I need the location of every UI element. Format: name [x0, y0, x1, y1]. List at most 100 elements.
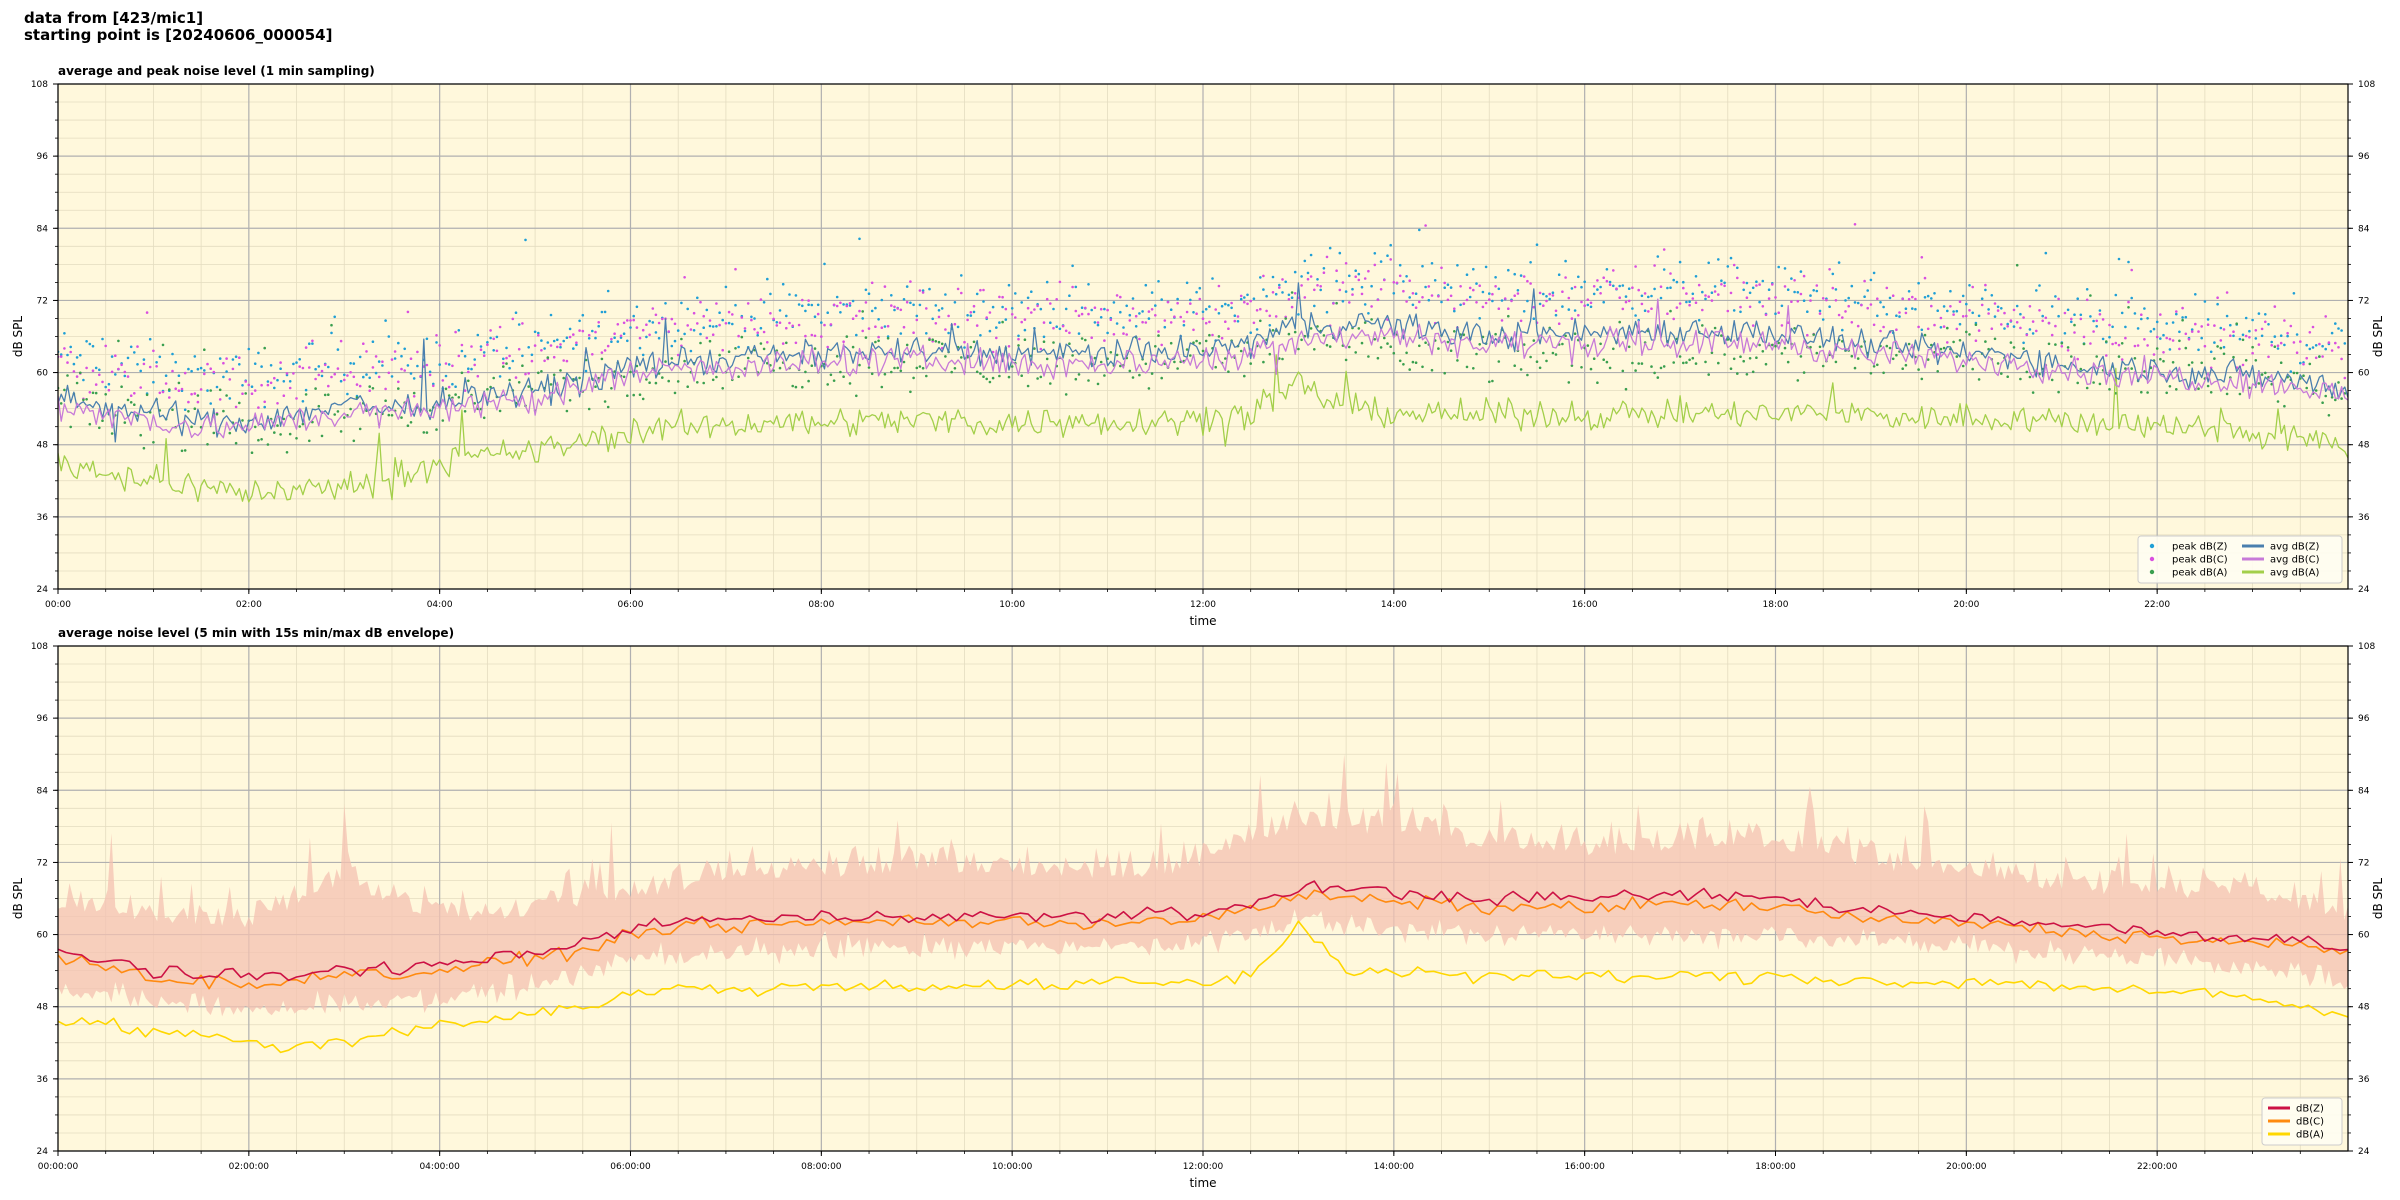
- peak-point: [1774, 312, 1777, 316]
- peak-point: [2219, 339, 2223, 342]
- peak-point: [921, 366, 925, 370]
- peak-point: [807, 303, 810, 307]
- peak-point: [549, 344, 553, 347]
- peak-point: [158, 391, 162, 395]
- peak-point: [1535, 360, 1539, 364]
- peak-point: [269, 381, 273, 385]
- peak-point: [171, 408, 174, 412]
- peak-point: [1831, 272, 1835, 276]
- peak-point: [2222, 345, 2226, 349]
- peak-point: [1233, 314, 1237, 318]
- peak-point: [1885, 344, 1889, 348]
- peak-point: [117, 339, 120, 343]
- peak-point: [1195, 290, 1198, 294]
- peak-point: [899, 308, 903, 312]
- peak-point: [1723, 353, 1726, 356]
- peak-point: [1039, 375, 1043, 379]
- peak-point: [2299, 361, 2302, 365]
- peak-point: [308, 439, 311, 443]
- peak-point: [562, 339, 565, 343]
- peak-point: [2229, 323, 2232, 327]
- peak-point: [88, 422, 92, 426]
- peak-point: [1720, 283, 1723, 286]
- peak-point: [2031, 320, 2035, 323]
- peak-point: [298, 358, 302, 361]
- peak-point: [120, 385, 123, 389]
- peak-point: [1169, 321, 1173, 324]
- peak-point: [177, 381, 181, 385]
- y-tick-label-left: 24: [37, 585, 49, 595]
- peak-point: [2066, 346, 2070, 349]
- peak-point: [1933, 292, 1936, 295]
- peak-point: [393, 357, 397, 360]
- peak-point: [152, 380, 155, 384]
- peak-point: [403, 369, 407, 372]
- peak-point: [603, 400, 607, 403]
- peak-point: [1134, 314, 1138, 318]
- peak-point: [1761, 305, 1765, 308]
- peak-point: [1363, 303, 1367, 306]
- peak-point: [263, 405, 267, 409]
- peak-point: [1020, 301, 1023, 304]
- peak-point: [2327, 341, 2331, 344]
- peak-point: [463, 389, 467, 392]
- peak-point: [546, 341, 550, 344]
- peak-point: [498, 375, 502, 378]
- peak-point: [661, 317, 664, 321]
- peak-point: [676, 329, 680, 332]
- peak-point: [1141, 310, 1144, 313]
- peak-point: [1453, 309, 1456, 313]
- peak-point: [635, 305, 639, 309]
- peak-point: [2085, 386, 2089, 390]
- peak-point: [1685, 300, 1688, 304]
- peak-point: [1704, 294, 1707, 297]
- peak-point: [1557, 273, 1561, 277]
- peak-point: [1577, 275, 1580, 279]
- peak-point: [1742, 288, 1745, 292]
- peak-point: [562, 376, 565, 380]
- peak-point: [1128, 319, 1132, 322]
- peak-point: [648, 319, 651, 323]
- peak-point: [835, 355, 839, 358]
- peak-point: [2254, 359, 2258, 362]
- peak-point: [1061, 324, 1065, 328]
- peak-point: [2162, 359, 2165, 363]
- peak-point: [832, 303, 836, 307]
- peak-point: [1522, 275, 1526, 278]
- peak-point: [1446, 340, 1450, 344]
- peak-point: [1208, 305, 1211, 308]
- peak-point: [2337, 346, 2340, 349]
- peak-point: [228, 378, 232, 381]
- peak-point: [1154, 345, 1157, 348]
- peak-point: [715, 302, 718, 305]
- peak-point: [1732, 309, 1736, 312]
- peak-point: [2070, 320, 2073, 324]
- peak-point: [266, 383, 270, 387]
- peak-point: [2006, 322, 2009, 326]
- peak-point: [1599, 342, 1602, 346]
- peak-point: [85, 366, 88, 370]
- peak-point: [196, 400, 200, 404]
- peak-point: [476, 374, 480, 378]
- peak-point: [1074, 377, 1078, 381]
- peak-point: [91, 369, 95, 373]
- peak-point: [877, 339, 880, 343]
- peak-point: [203, 348, 206, 352]
- peak-point: [1662, 248, 1666, 251]
- peak-point: [1907, 342, 1911, 346]
- peak-point: [1115, 322, 1119, 325]
- peak-point: [890, 294, 893, 297]
- x-tick-label: 14:00:00: [1374, 1162, 1415, 1172]
- peak-point: [781, 282, 785, 286]
- peak-point: [1965, 302, 1968, 306]
- y-tick-label-left: 60: [37, 931, 49, 941]
- peak-point: [629, 319, 632, 322]
- peak-point: [384, 319, 387, 322]
- peak-point: [1713, 285, 1717, 288]
- peak-point: [441, 379, 445, 382]
- peak-point: [1154, 314, 1157, 317]
- peak-point: [861, 310, 864, 313]
- peak-point: [1551, 294, 1555, 297]
- peak-point: [1491, 292, 1494, 296]
- peak-point: [1850, 284, 1854, 288]
